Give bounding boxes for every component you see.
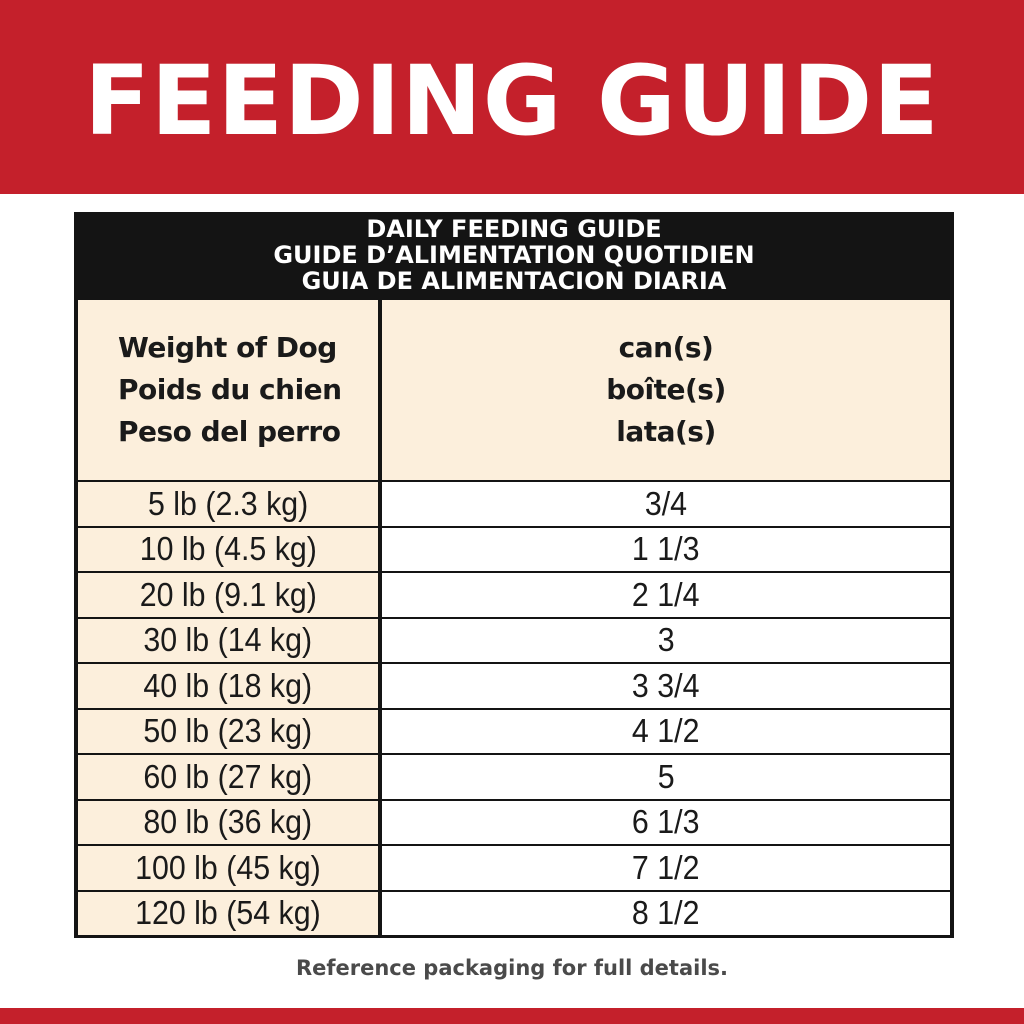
amount-cell: 8 1/2 [382,891,950,935]
amount-cell: 3/4 [382,482,950,526]
weight-value: 40 lb (18 kg) [143,666,313,704]
table-title-line-es: GUIA DE ALIMENTACION DIARIA [301,267,727,295]
amount-value: 3/4 [644,484,688,522]
amount-cell: 6 1/3 [382,800,950,844]
weight-cell: 20 lb (9.1 kg) [78,573,378,617]
header-weight-fr: Poids du chien [118,373,342,406]
weight-cell: 120 lb (54 kg) [78,891,378,935]
table-title-line-fr: GUIDE D’ALIMENTATION QUOTIDIEN [273,241,755,269]
weight-value: 50 lb (23 kg) [143,712,313,750]
weight-value: 120 lb (54 kg) [135,894,321,932]
weight-value: 30 lb (14 kg) [143,621,313,659]
header-amount-fr: boîte(s) [606,373,726,406]
amount-value: 7 1/2 [632,848,700,886]
weight-cell: 50 lb (23 kg) [78,709,378,753]
amount-cell: 1 1/3 [382,527,950,571]
amount-cell: 3 [382,618,950,662]
amount-value: 3 [657,621,675,659]
column-header-weight: Weight of Dog Poids du chien Peso del pe… [78,300,378,480]
amount-cell: 3 3/4 [382,664,950,708]
column-header-amount: can(s) boîte(s) lata(s) [382,300,950,480]
page-title: FEEDING GUIDE [84,45,940,157]
weight-value: 10 lb (4.5 kg) [139,530,317,568]
amount-value: 6 1/3 [632,803,700,841]
table-title-line-en: DAILY FEEDING GUIDE [366,215,662,243]
feeding-table: DAILY FEEDING GUIDE GUIDE D’ALIMENTATION… [74,212,954,938]
weight-cell: 80 lb (36 kg) [78,800,378,844]
amount-value: 3 3/4 [632,666,700,704]
header-amount-es: lata(s) [616,415,716,448]
amount-value: 8 1/2 [632,894,700,932]
weight-cell: 5 lb (2.3 kg) [78,482,378,526]
weight-value: 80 lb (36 kg) [143,803,313,841]
weight-value: 100 lb (45 kg) [135,848,321,886]
amount-cell: 5 [382,755,950,799]
footnote: Reference packaging for full details. [295,956,729,980]
amount-value: 1 1/3 [632,530,700,568]
weight-cell: 100 lb (45 kg) [78,846,378,890]
weight-value: 20 lb (9.1 kg) [139,575,317,613]
title-banner: FEEDING GUIDE [0,0,1024,194]
amount-cell: 4 1/2 [382,709,950,753]
header-weight-en: Weight of Dog [118,331,337,364]
weight-cell: 10 lb (4.5 kg) [78,527,378,571]
header-weight-es: Peso del perro [118,415,341,448]
weight-value: 5 lb (2.3 kg) [147,484,309,522]
bottom-accent-bar [0,1008,1024,1024]
table-grid: Weight of Dog Poids du chien Peso del pe… [78,300,950,935]
weight-cell: 60 lb (27 kg) [78,755,378,799]
weight-value: 60 lb (27 kg) [143,757,313,795]
amount-cell: 7 1/2 [382,846,950,890]
weight-cell: 30 lb (14 kg) [78,618,378,662]
amount-value: 4 1/2 [632,712,700,750]
table-title: DAILY FEEDING GUIDE GUIDE D’ALIMENTATION… [74,212,954,298]
amount-value: 5 [657,757,675,795]
amount-cell: 2 1/4 [382,573,950,617]
header-amount-en: can(s) [618,331,714,364]
weight-cell: 40 lb (18 kg) [78,664,378,708]
amount-value: 2 1/4 [632,575,700,613]
